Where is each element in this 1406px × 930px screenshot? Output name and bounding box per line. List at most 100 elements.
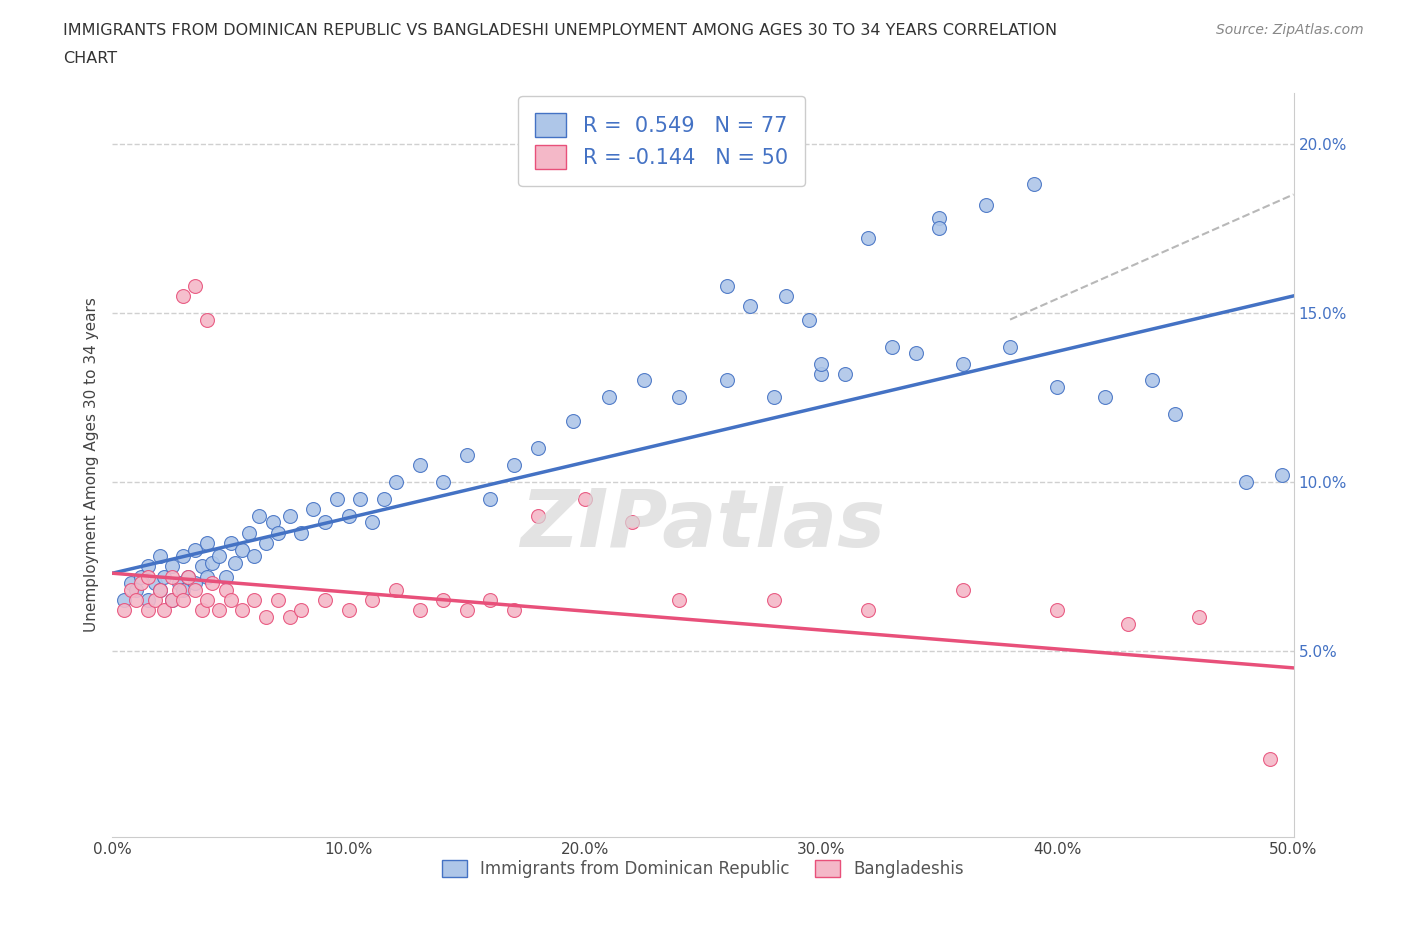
- Point: [385, 474, 408, 489]
- Point: [191, 603, 214, 618]
- Point: [172, 592, 194, 607]
- Point: [243, 592, 266, 607]
- Point: [267, 525, 290, 540]
- Point: [1188, 610, 1211, 625]
- Point: [432, 592, 454, 607]
- Point: [952, 356, 974, 371]
- Point: [201, 555, 224, 570]
- Point: [231, 542, 253, 557]
- Point: [149, 549, 172, 564]
- Point: [621, 515, 644, 530]
- Point: [184, 576, 207, 591]
- Point: [810, 356, 832, 371]
- Point: [1258, 751, 1281, 766]
- Point: [153, 603, 176, 618]
- Point: [219, 536, 242, 551]
- Point: [136, 559, 159, 574]
- Point: [247, 509, 270, 524]
- Point: [136, 603, 159, 618]
- Text: ZIPatlas: ZIPatlas: [520, 485, 886, 564]
- Point: [125, 583, 148, 598]
- Point: [928, 220, 950, 235]
- Point: [1234, 474, 1257, 489]
- Point: [195, 592, 218, 607]
- Point: [503, 603, 526, 618]
- Point: [112, 603, 135, 618]
- Point: [479, 491, 502, 506]
- Point: [314, 592, 336, 607]
- Point: [302, 501, 325, 516]
- Point: [136, 592, 159, 607]
- Point: [1094, 390, 1116, 405]
- Point: [314, 515, 336, 530]
- Point: [1046, 379, 1069, 394]
- Point: [456, 447, 478, 462]
- Point: [177, 569, 200, 584]
- Point: [361, 515, 384, 530]
- Point: [1271, 468, 1294, 483]
- Point: [160, 592, 183, 607]
- Point: [143, 576, 166, 591]
- Point: [562, 414, 585, 429]
- Point: [976, 197, 998, 212]
- Point: [177, 569, 200, 584]
- Point: [716, 373, 738, 388]
- Point: [149, 583, 172, 598]
- Point: [337, 509, 360, 524]
- Point: [120, 583, 142, 598]
- Point: [267, 592, 290, 607]
- Point: [574, 491, 596, 506]
- Point: [231, 603, 253, 618]
- Point: [799, 312, 821, 327]
- Point: [361, 592, 384, 607]
- Point: [928, 211, 950, 226]
- Point: [215, 569, 238, 584]
- Point: [149, 583, 172, 598]
- Point: [408, 603, 430, 618]
- Point: [526, 509, 548, 524]
- Point: [834, 366, 856, 381]
- Point: [208, 603, 231, 618]
- Point: [598, 390, 620, 405]
- Point: [456, 603, 478, 618]
- Point: [668, 390, 690, 405]
- Point: [160, 592, 183, 607]
- Point: [998, 339, 1021, 354]
- Point: [1116, 617, 1139, 631]
- Point: [762, 592, 785, 607]
- Point: [184, 542, 207, 557]
- Text: IMMIGRANTS FROM DOMINICAN REPUBLIC VS BANGLADESHI UNEMPLOYMENT AMONG AGES 30 TO : IMMIGRANTS FROM DOMINICAN REPUBLIC VS BA…: [63, 23, 1057, 38]
- Point: [952, 583, 974, 598]
- Point: [740, 299, 762, 313]
- Point: [172, 288, 194, 303]
- Point: [904, 346, 927, 361]
- Point: [143, 592, 166, 607]
- Point: [262, 515, 284, 530]
- Point: [136, 569, 159, 584]
- Point: [716, 278, 738, 293]
- Point: [1164, 406, 1187, 421]
- Point: [858, 231, 880, 246]
- Point: [349, 491, 371, 506]
- Y-axis label: Unemployment Among Ages 30 to 34 years: Unemployment Among Ages 30 to 34 years: [83, 298, 98, 632]
- Point: [254, 610, 277, 625]
- Point: [191, 559, 214, 574]
- Point: [129, 576, 152, 591]
- Point: [160, 559, 183, 574]
- Point: [668, 592, 690, 607]
- Point: [762, 390, 785, 405]
- Point: [1046, 603, 1069, 618]
- Point: [254, 536, 277, 551]
- Point: [810, 366, 832, 381]
- Point: [167, 576, 190, 591]
- Point: [208, 549, 231, 564]
- Point: [1022, 177, 1045, 192]
- Point: [172, 583, 194, 598]
- Text: Source: ZipAtlas.com: Source: ZipAtlas.com: [1216, 23, 1364, 37]
- Point: [195, 536, 218, 551]
- Point: [526, 441, 548, 456]
- Point: [278, 610, 301, 625]
- Text: CHART: CHART: [63, 51, 117, 66]
- Point: [337, 603, 360, 618]
- Point: [112, 592, 135, 607]
